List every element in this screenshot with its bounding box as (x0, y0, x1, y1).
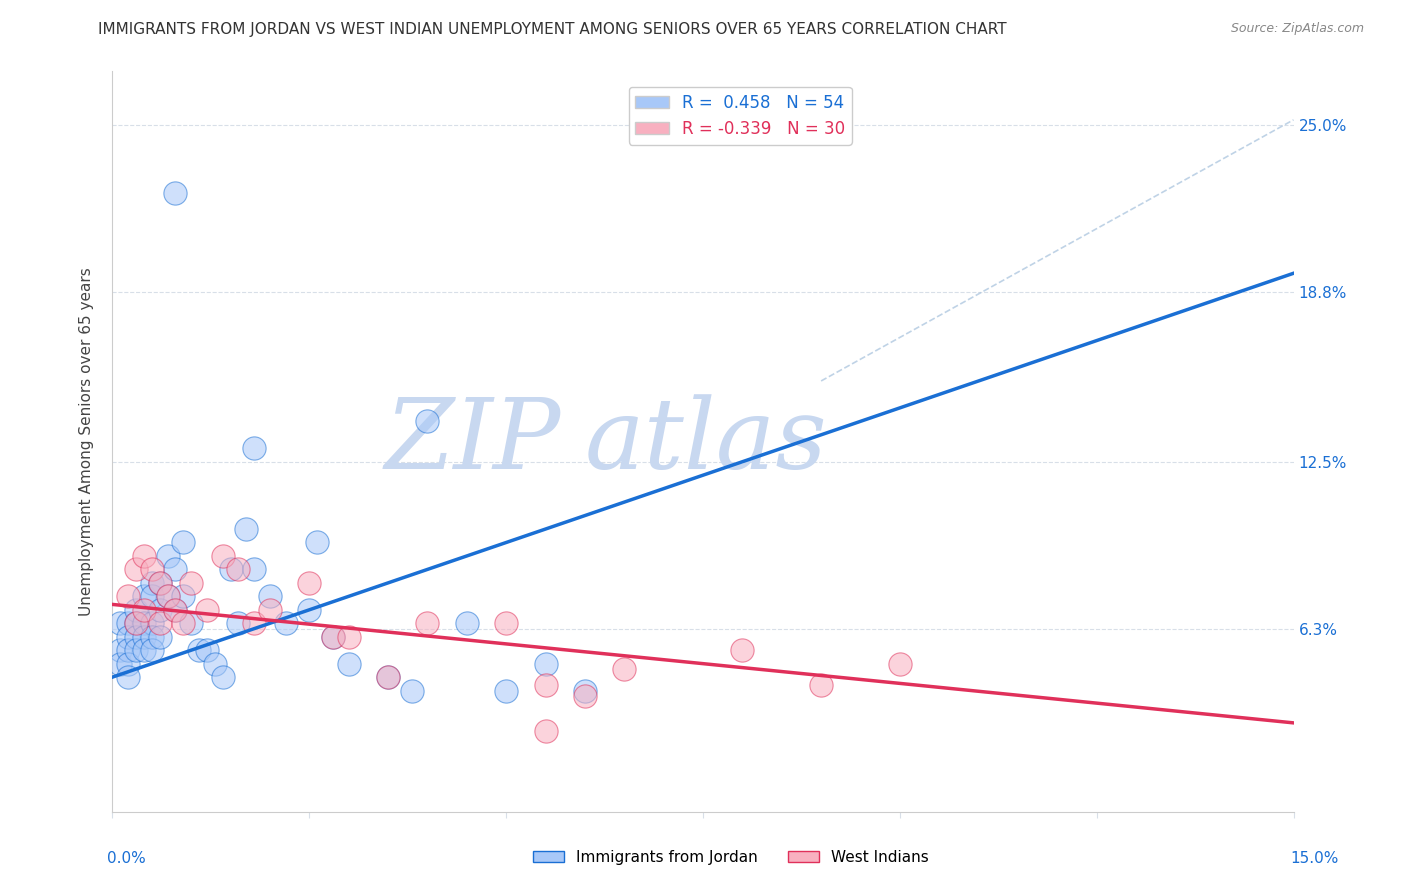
Point (810, 678, 832, 692)
Point (110, 657, 132, 671)
Point (416, 616, 439, 631)
Point (259, 590, 281, 604)
Point (204, 657, 226, 671)
Point (195, 603, 218, 617)
Point (228, 562, 250, 576)
Point (322, 630, 344, 644)
Point (125, 643, 148, 657)
Point (141, 616, 163, 631)
Point (117, 590, 139, 604)
Text: 15.0%: 15.0% (1291, 851, 1339, 865)
Point (298, 603, 321, 617)
Point (165, 186, 187, 200)
Point (149, 603, 172, 617)
Point (125, 630, 148, 644)
Point (456, 616, 478, 631)
Point (274, 616, 297, 631)
Point (322, 630, 344, 644)
Point (125, 616, 148, 631)
Point (534, 678, 557, 692)
Point (534, 657, 557, 671)
Point (165, 562, 187, 576)
Legend: Immigrants from Jordan, West Indians: Immigrants from Jordan, West Indians (527, 844, 935, 871)
Point (132, 643, 155, 657)
Point (132, 549, 155, 563)
Point (188, 643, 211, 657)
Point (211, 549, 233, 563)
Point (165, 603, 187, 617)
Point (125, 603, 148, 617)
Point (165, 603, 187, 617)
Text: Source: ZipAtlas.com: Source: ZipAtlas.com (1230, 22, 1364, 36)
Y-axis label: Unemployment Among Seniors over 65 years: Unemployment Among Seniors over 65 years (79, 268, 94, 615)
Point (235, 522, 257, 536)
Point (243, 442, 266, 456)
Text: atlas: atlas (585, 394, 828, 489)
Point (495, 616, 517, 631)
Point (132, 590, 155, 604)
Point (337, 657, 360, 671)
Point (211, 670, 233, 684)
Point (259, 603, 281, 617)
Point (117, 616, 139, 631)
Point (889, 657, 911, 671)
Point (149, 616, 172, 631)
Point (180, 616, 202, 631)
Point (416, 414, 439, 428)
Point (172, 590, 194, 604)
Point (141, 590, 163, 604)
Point (141, 643, 163, 657)
Point (156, 549, 179, 563)
Point (574, 683, 596, 698)
Point (172, 616, 194, 631)
Point (125, 616, 148, 631)
Point (117, 670, 139, 684)
Point (613, 662, 636, 676)
Point (495, 683, 517, 698)
Legend: R =  0.458   N = 54, R = -0.339   N = 30: R = 0.458 N = 54, R = -0.339 N = 30 (628, 87, 852, 145)
Point (243, 562, 266, 576)
Point (172, 535, 194, 549)
Point (337, 630, 360, 644)
Point (298, 575, 321, 590)
Point (125, 562, 148, 576)
Point (195, 643, 218, 657)
Point (117, 657, 139, 671)
Point (117, 630, 139, 644)
Text: IMMIGRANTS FROM JORDAN VS WEST INDIAN UNEMPLOYMENT AMONG SENIORS OVER 65 YEARS C: IMMIGRANTS FROM JORDAN VS WEST INDIAN UN… (98, 22, 1007, 37)
Point (219, 562, 242, 576)
Text: ZIP: ZIP (385, 394, 561, 489)
Point (156, 590, 179, 604)
Point (377, 670, 399, 684)
Point (574, 689, 596, 703)
Point (141, 630, 163, 644)
Point (117, 643, 139, 657)
Point (180, 575, 202, 590)
Point (132, 603, 155, 617)
Point (228, 616, 250, 631)
Point (141, 562, 163, 576)
Point (149, 575, 172, 590)
Text: 0.0%: 0.0% (107, 851, 146, 865)
Point (377, 670, 399, 684)
Point (132, 616, 155, 631)
Point (132, 630, 155, 644)
Point (243, 616, 266, 631)
Point (731, 643, 754, 657)
Point (110, 616, 132, 631)
Point (149, 575, 172, 590)
Point (156, 590, 179, 604)
Point (149, 630, 172, 644)
Point (110, 643, 132, 657)
Point (534, 723, 557, 738)
Point (401, 683, 423, 698)
Point (141, 575, 163, 590)
Point (307, 535, 329, 549)
